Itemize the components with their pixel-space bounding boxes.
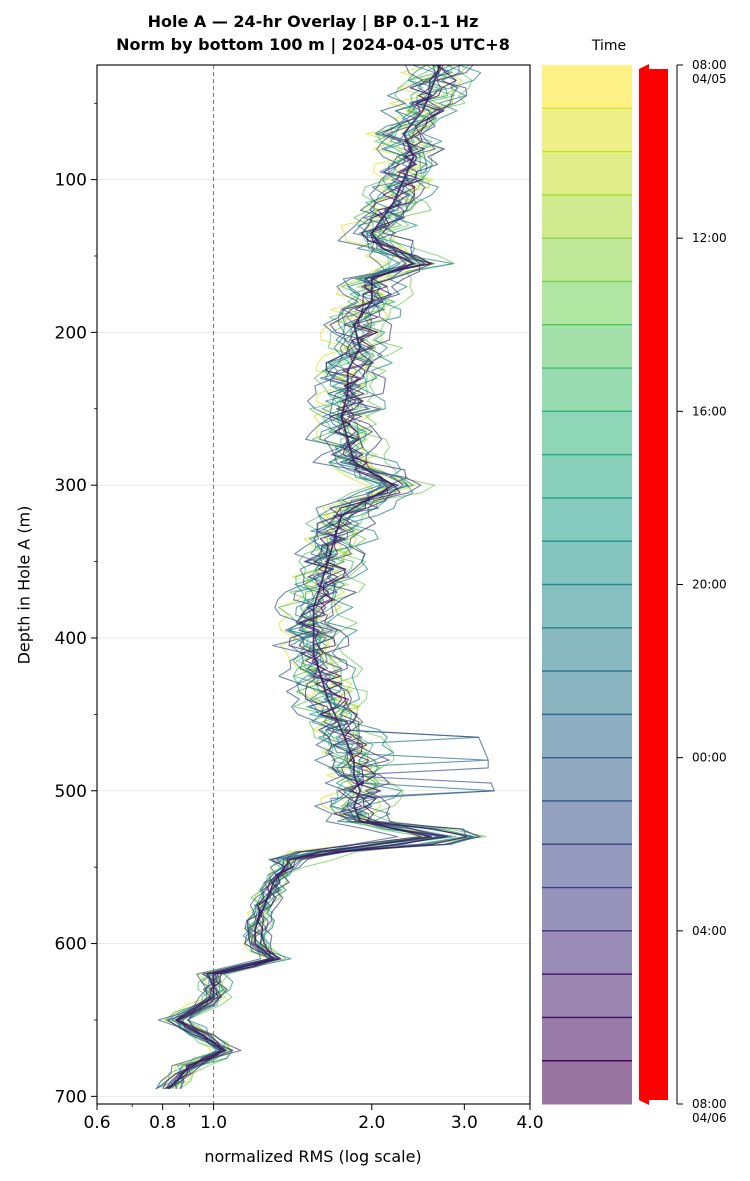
x-tick-label-4.0: 4.0 <box>516 1113 543 1133</box>
y-tick-label-700: 700 <box>55 1087 87 1107</box>
grid-lines <box>97 65 530 1104</box>
time-marker-arrow-top <box>639 64 649 74</box>
chart-title-line-1: Hole A — 24-hr Overlay | BP 0.1–1 Hz <box>147 12 479 31</box>
series-line-hour-11 <box>181 64 482 1089</box>
series-line-hour-5 <box>179 65 460 1089</box>
colorbar-band <box>542 930 632 975</box>
colorbar-band <box>542 627 632 672</box>
colorbar-band <box>542 757 632 802</box>
series-line-hour-13 <box>168 64 457 1090</box>
y-tick-label-600: 600 <box>55 935 87 955</box>
colorbar-band <box>542 714 632 759</box>
time-marker-arrow-bottom <box>639 1095 649 1105</box>
time-tick-label: 08:00 <box>692 1097 727 1111</box>
y-tick-label-100: 100 <box>55 171 87 191</box>
series-lines <box>155 64 495 1090</box>
series-line-hour-18 <box>179 64 487 1090</box>
colorbar-band <box>542 541 632 585</box>
time-tick-date: 04/06 <box>692 1111 727 1125</box>
series-line-hour-8 <box>164 64 461 1090</box>
series-line-hour-6 <box>168 64 495 1089</box>
time-tick-label: 00:00 <box>692 751 727 765</box>
colorbar-band <box>542 324 632 369</box>
plot-frame <box>96 64 531 1105</box>
x-tick-label-0.6: 0.6 <box>83 1113 110 1133</box>
colorbar-band <box>542 887 632 932</box>
series-line-hour-16 <box>173 64 464 1089</box>
y-tick-label-500: 500 <box>55 782 87 802</box>
series-line-hour-22 <box>161 64 431 1090</box>
time-tick-label: 12:00 <box>692 231 727 245</box>
colorbar-band <box>542 281 632 326</box>
series-line-hour-20 <box>174 64 460 1090</box>
x-tick-label-2.0: 2.0 <box>358 1113 385 1133</box>
colorbar-title: Time <box>591 38 627 54</box>
y-tick-label-200: 200 <box>55 323 87 343</box>
series-line-hour-9 <box>155 64 495 1090</box>
x-tick-label-1.0: 1.0 <box>200 1113 227 1133</box>
colorbar-band <box>542 411 632 456</box>
colorbar-band <box>542 1017 632 1062</box>
time-tick-label: 20:00 <box>692 578 727 592</box>
colorbar-band <box>542 151 632 196</box>
series-line-median <box>167 64 442 1090</box>
colorbar-band <box>542 194 632 239</box>
colorbar: 08:0004/0512:0016:0020:0000:0004:0008:00… <box>542 58 727 1125</box>
colorbar-band <box>542 368 632 412</box>
colorbar-band <box>542 1060 632 1105</box>
series-line-hour-10 <box>156 64 442 1090</box>
x-tick-label-3.0: 3.0 <box>451 1113 478 1133</box>
series-line-hour-3 <box>173 64 481 1089</box>
time-marker-bar <box>639 69 668 1100</box>
colorbar-band <box>542 108 632 153</box>
colorbar-band <box>542 671 632 715</box>
time-tick-label: 04:00 <box>692 924 727 938</box>
colorbar-band <box>542 974 632 1018</box>
colorbar-band <box>542 454 632 499</box>
axes: 0.6 0.8 1.0 2.0 3.0 4.0 100 200 300 400 500 600 700 <box>55 64 544 1133</box>
x-axis-label: normalized RMS (log scale) <box>204 1147 422 1166</box>
colorbar-band <box>542 238 632 282</box>
y-tick-label-300: 300 <box>55 476 87 496</box>
colorbar-band <box>542 844 632 889</box>
time-tick-label: 16:00 <box>692 404 727 418</box>
chart-title-line-2: Norm by bottom 100 m | 2024-04-05 UTC+8 <box>116 35 510 54</box>
y-tick-label-400: 400 <box>55 629 87 649</box>
colorbar-band <box>542 800 632 845</box>
colorbar-band <box>542 584 632 629</box>
series-line-hour-0 <box>166 64 468 1090</box>
series-line-hour-7 <box>156 64 424 1089</box>
time-tick-date: 04/05 <box>692 72 727 86</box>
series-line-hour-2 <box>162 64 436 1089</box>
colorbar-band <box>542 65 632 109</box>
colorbar-band <box>542 497 632 542</box>
series-line-hour-1 <box>165 64 449 1089</box>
time-tick-label: 08:00 <box>692 58 727 72</box>
x-tick-label-0.8: 0.8 <box>149 1113 176 1133</box>
